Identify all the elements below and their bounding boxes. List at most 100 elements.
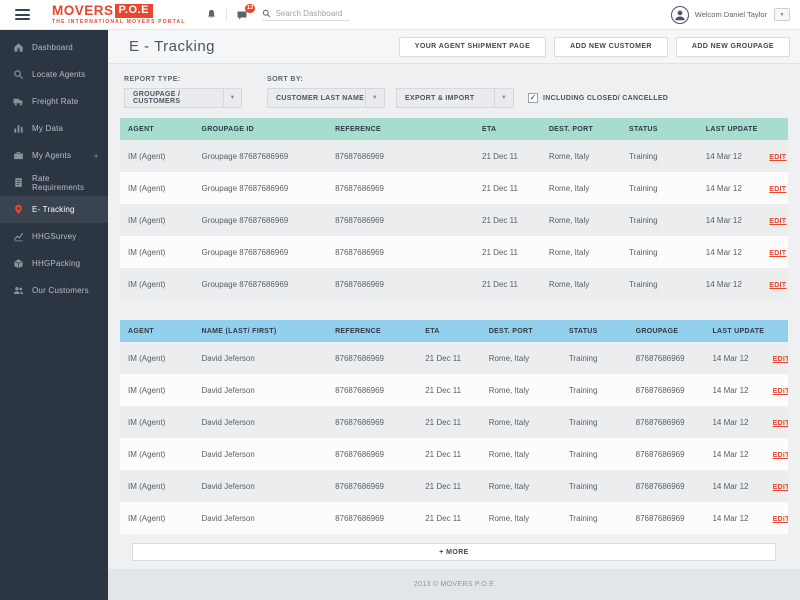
table-row: IM (Agent) David Jeferson 87687686969 21 De… [120, 406, 788, 438]
sidebar-nav: Dashboard Locate Agents Freight Rate My Dat… [0, 30, 108, 304]
table-cell: 14 Mar 12 [705, 151, 742, 161]
briefcase-icon [14, 151, 23, 160]
search-input[interactable] [275, 8, 350, 18]
user-avatar-icon[interactable] [670, 5, 689, 24]
add-new-groupage-button[interactable]: ADD NEW GROUPAGE [675, 36, 790, 57]
table-cell: Training [628, 279, 658, 289]
notifications-bell-icon[interactable] [206, 9, 217, 20]
column-header: DEST. PORT [480, 320, 561, 342]
edit-link[interactable]: EDIT [772, 419, 788, 427]
sidebar-item-hhgsurvey[interactable]: HHGSurvey [0, 223, 108, 250]
table-cell: 21 Dec 11 [425, 385, 462, 395]
edit-link[interactable]: EDIT [769, 281, 787, 289]
table-cell: 21 Dec 11 [482, 279, 518, 289]
table-cell: 87687686969 [335, 481, 385, 491]
brand-name: MOVERS [52, 3, 114, 19]
page-title: E - Tracking [129, 38, 216, 55]
brand-suffix: P.O.E [114, 4, 153, 18]
table-cell: David Jeferson [201, 481, 255, 491]
your-agent-shipment-page-button[interactable]: YOUR AGENT SHIPMENT PAGE [398, 36, 547, 57]
table-cell: 14 Mar 12 [705, 247, 742, 257]
sidebar-item-label: HHGPacking [32, 259, 81, 268]
table-row: IM (Agent) David Jeferson 87687686969 21 De… [120, 342, 788, 374]
user-menu-chevron-down-icon[interactable]: ▼ [774, 8, 790, 21]
table-cell: 87687686969 [335, 513, 385, 523]
table-cell: 87687686969 [635, 449, 685, 459]
hamburger-menu-icon[interactable] [15, 9, 30, 20]
table-cell: IM (Agent) [128, 215, 166, 225]
messages-icon[interactable]: 13 [236, 3, 255, 21]
sidebar-item-locate-agents[interactable]: Locate Agents [0, 61, 108, 88]
table-row: IM (Agent) Groupage 87687686969 8768768696… [120, 268, 788, 300]
table-cell: 87687686969 [335, 449, 385, 459]
sidebar-item-my-data[interactable]: My Data [0, 115, 108, 142]
report-type-select[interactable]: GROUPAGE / CUSTOMERS ▼ [124, 88, 242, 108]
table-cell: Groupage 87687686969 [201, 279, 289, 289]
table-cell: 87687686969 [335, 353, 385, 363]
table-row: IM (Agent) Groupage 87687686969 8768768696… [120, 204, 788, 236]
sidebar-item-label: Rate Requirements [32, 173, 85, 192]
tables-area: AGENT GROUPAGE ID REFERENCE ETA DEST. PORT ST… [108, 118, 800, 561]
package-icon [14, 259, 23, 269]
edit-link[interactable]: EDIT [772, 483, 788, 491]
sidebar-item-hhgpacking[interactable]: HHGPacking [0, 250, 108, 277]
expand-plus-icon[interactable]: + [93, 150, 99, 161]
table-cell: 14 Mar 12 [712, 481, 749, 491]
table-cell: David Jeferson [201, 417, 255, 427]
sidebar-item-rate-requirements[interactable]: Rate Requirements [0, 169, 108, 196]
sidebar-item-label: E- Tracking [32, 205, 75, 214]
table-cell: 21 Dec 11 [482, 247, 518, 257]
table-row: IM (Agent) David Jeferson 87687686969 21 De… [120, 438, 788, 470]
table-cell: 87687686969 [335, 417, 385, 427]
table-header-row: AGENT NAME (LAST/ FIRST) REFERENCE ETA DEST.… [120, 320, 788, 342]
table-cell: Training [568, 417, 598, 427]
column-header-edit [764, 320, 788, 342]
sidebar-item-our-customers[interactable]: Our Customers [0, 277, 108, 304]
include-closed-checkbox-row[interactable]: ✓ INCLUDING CLOSED/ CANCELLED [528, 93, 668, 103]
edit-link[interactable]: EDIT [769, 217, 787, 225]
brand-logo[interactable]: MOVERS P.O.E THE INTERNATIONAL MOVERS PO… [52, 4, 186, 25]
edit-link[interactable]: EDIT [772, 451, 788, 459]
column-header: DEST. PORT [540, 118, 621, 140]
table-cell: Groupage 87687686969 [201, 247, 289, 257]
edit-link[interactable]: EDIT [769, 249, 787, 257]
add-new-customer-button[interactable]: ADD NEW CUSTOMER [554, 36, 668, 57]
sort-by-label: SORT BY: [267, 76, 304, 83]
table-row: IM (Agent) David Jeferson 87687686969 21 De… [120, 374, 788, 406]
include-closed-checkbox[interactable]: ✓ [528, 93, 538, 103]
table-cell: 87687686969 [635, 417, 685, 427]
column-header: REFERENCE [327, 320, 418, 342]
table-cell: 87687686969 [335, 385, 385, 395]
sidebar-item-my-agents[interactable]: My Agents + [0, 142, 108, 169]
table-cell: IM (Agent) [128, 353, 166, 363]
sort-by-name-select[interactable]: CUSTOMER LAST NAME ▼ [267, 88, 385, 108]
table-cell: Rome, Italy [488, 385, 530, 395]
edit-link[interactable]: EDIT [769, 185, 787, 193]
table-row: IM (Agent) Groupage 87687686969 8768768696… [120, 236, 788, 268]
sidebar-item-e-tracking[interactable]: E- Tracking [0, 196, 108, 223]
table-cell: IM (Agent) [128, 247, 166, 257]
edit-link[interactable]: EDIT [769, 153, 787, 161]
search-icon [14, 70, 24, 80]
table-cell: 87687686969 [635, 513, 685, 523]
sidebar-item-dashboard[interactable]: Dashboard [0, 34, 108, 61]
edit-link[interactable]: EDIT [772, 515, 788, 523]
topbar-divider [225, 8, 227, 21]
more-button[interactable]: + MORE [132, 543, 776, 561]
user-name: Welcom Daniel Taylor [694, 10, 767, 19]
edit-link[interactable]: EDIT [772, 355, 788, 363]
footer-copyright: 2013 © MOVERS P.O.E [413, 581, 495, 588]
table-cell: 87687686969 [635, 481, 685, 491]
users-icon [13, 287, 24, 294]
column-header: LAST UPDATE [697, 118, 762, 140]
table-cell: IM (Agent) [128, 513, 166, 523]
export-import-select[interactable]: EXPORT & IMPORT ▼ [396, 88, 514, 108]
table-cell: Training [568, 353, 598, 363]
sidebar-item-freight-rate[interactable]: Freight Rate [0, 88, 108, 115]
sidebar-item-label: Our Customers [32, 286, 89, 295]
edit-link[interactable]: EDIT [772, 387, 788, 395]
table-cell: Rome, Italy [548, 247, 590, 257]
table-cell: David Jeferson [201, 513, 255, 523]
table-cell: 21 Dec 11 [482, 151, 518, 161]
report-type-label: REPORT TYPE: [124, 76, 181, 83]
